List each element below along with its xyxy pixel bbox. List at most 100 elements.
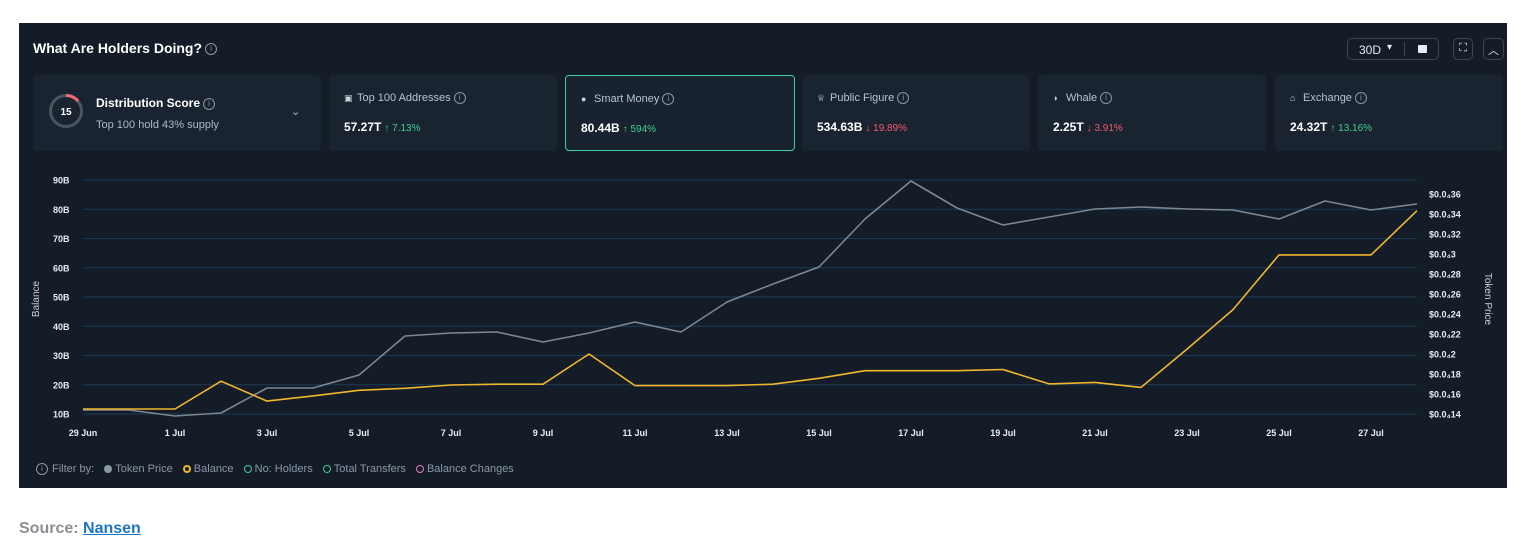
x-tick-label: 5 Jul [349, 428, 370, 438]
y-tick-label: 60B [53, 263, 70, 273]
info-icon[interactable]: i [662, 93, 675, 106]
legend-label: Balance Changes [426, 463, 514, 475]
chevron-down-icon[interactable]: ⌄ [291, 106, 301, 118]
source-link[interactable]: Nansen [83, 520, 141, 537]
card-value: 2.25T ↓ 3.91% [1053, 120, 1123, 134]
change-badge: ↓ 19.89% [865, 123, 908, 134]
period-label: 30D [1359, 43, 1382, 57]
calendar-icon[interactable] [1418, 45, 1427, 53]
y2-axis-title: Token Price [1482, 273, 1493, 326]
card-value: 534.63B ↓ 19.89% [817, 120, 907, 134]
legend-item-token-price[interactable]: Token Price [104, 463, 173, 475]
y-tick-label: 10B [53, 410, 70, 420]
bank-icon: ⌂ [1290, 93, 1296, 103]
y2-tick-label: $0.0₄32 [1429, 230, 1461, 240]
card-exchange[interactable]: ⌂ Exchange i 24.32T ↑ 13.16% [1275, 75, 1503, 151]
y2-tick-label: $0.0₄34 [1429, 210, 1461, 220]
card-label: ♕ Public Figure i [817, 92, 910, 105]
y2-tick-label: $0.0₄2 [1429, 350, 1456, 360]
card-smart-money[interactable]: ● Smart Money i 80.44B ↑ 594% [565, 75, 795, 151]
legend-dot [243, 465, 252, 473]
legend: i Filter by: Token Price Balance No: Hold… [36, 463, 521, 476]
x-tick-label: 17 Jul [898, 428, 924, 438]
legend-label: Token Price [115, 463, 173, 475]
whale-icon: ◗ [1053, 93, 1059, 103]
panel-title: What Are Holders Doing? i [33, 40, 218, 56]
legend-dot [182, 465, 191, 473]
panel-title-text: What Are Holders Doing? [33, 40, 203, 56]
card-label: ▣ Top 100 Addresses i [344, 92, 466, 105]
y-tick-label: 50B [53, 293, 70, 303]
source-label: Source: [19, 520, 79, 537]
card-label-text: Whale [1066, 92, 1098, 104]
change-badge: ↑ 13.16% [1330, 123, 1373, 134]
distribution-score-card[interactable]: 15 Distribution Score i Top 100 hold 43% … [33, 75, 321, 151]
score-value: 15 [60, 107, 72, 118]
card-top-100-addresses[interactable]: ▣ Top 100 Addresses i 57.27T ↑ 7.13% [329, 75, 557, 151]
card-value-text: 80.44B [581, 121, 620, 135]
y2-tick-label: $0.0₄16 [1429, 390, 1461, 400]
legend-dot [415, 465, 424, 473]
source-line: Source: Nansen [19, 520, 141, 538]
info-icon[interactable]: i [205, 43, 218, 56]
y2-tick-label: $0.0₄24 [1429, 310, 1461, 320]
fullscreen-button[interactable]: ⛶ [1453, 38, 1473, 60]
legend-item-holders[interactable]: No: Holders [243, 463, 313, 475]
change-badge: ↑ 7.13% [384, 123, 421, 134]
y2-tick-label: $0.0₄14 [1429, 410, 1461, 420]
card-public-figure[interactable]: ♕ Public Figure i 534.63B ↓ 19.89% [802, 75, 1030, 151]
change-badge: ↓ 3.91% [1086, 123, 1123, 134]
info-icon[interactable]: i [203, 97, 216, 110]
info-icon[interactable]: i [1100, 92, 1113, 105]
card-label: ⌂ Exchange i [1290, 92, 1367, 105]
brain-icon: ● [581, 94, 587, 104]
x-tick-label: 29 Jun [69, 428, 98, 438]
trophy-icon: ♕ [817, 93, 826, 103]
card-whale[interactable]: ◗ Whale i 2.25T ↓ 3.91% [1038, 75, 1266, 151]
legend-item-balance-changes[interactable]: Balance Changes [415, 463, 514, 475]
card-label-text: Exchange [1303, 92, 1352, 104]
x-tick-label: 1 Jul [165, 428, 186, 438]
legend-label: No: Holders [254, 463, 313, 475]
info-icon: i [36, 463, 48, 476]
chevron-down-icon: ▾ [1387, 42, 1393, 53]
card-label: ◗ Whale i [1053, 92, 1113, 105]
period-selector[interactable]: 30D ▾ [1347, 38, 1439, 60]
x-tick-label: 9 Jul [533, 428, 554, 438]
card-value: 80.44B ↑ 594% [581, 121, 656, 135]
x-tick-label: 23 Jul [1174, 428, 1200, 438]
info-icon[interactable]: i [1354, 92, 1367, 105]
x-tick-label: 19 Jul [990, 428, 1016, 438]
y-tick-label: 80B [53, 205, 70, 215]
y-tick-label: 20B [53, 380, 70, 390]
legend-prefix: i Filter by: [36, 463, 95, 476]
x-tick-label: 11 Jul [622, 428, 647, 438]
chevron-up-icon: ︿ [1488, 45, 1499, 57]
card-label-text: Top 100 Addresses [357, 92, 451, 104]
card-label-text: Smart Money [594, 93, 660, 105]
y2-tick-label: $0.0₄18 [1429, 370, 1461, 380]
distribution-title: Distribution Score i [96, 96, 216, 110]
card-value-text: 534.63B [817, 120, 863, 134]
legend-item-total-transfers[interactable]: Total Transfers [322, 463, 406, 475]
legend-prefix-text: Filter by: [52, 463, 95, 475]
x-tick-label: 15 Jul [806, 428, 832, 438]
card-label-text: Public Figure [830, 92, 895, 104]
distribution-title-text: Distribution Score [96, 96, 201, 110]
holders-panel: What Are Holders Doing? i 30D ▾ ⛶ ︿ 15 Di… [19, 23, 1507, 488]
info-icon[interactable]: i [453, 92, 466, 105]
score-gauge: 15 [49, 93, 83, 128]
x-tick-label: 25 Jul [1266, 428, 1292, 438]
legend-item-balance[interactable]: Balance [182, 463, 234, 475]
legend-dot [104, 465, 113, 473]
info-icon[interactable]: i [897, 92, 910, 105]
y-tick-label: 90B [53, 176, 70, 186]
card-value-text: 2.25T [1053, 120, 1084, 134]
divider [1404, 42, 1405, 56]
x-tick-label: 21 Jul [1082, 428, 1108, 438]
holders-chart: 10B 20B 30B 40B 50B 60B 70B 80B 90B $0.0₄14 $0.0₄1… [31, 176, 1493, 439]
y-tick-label: 70B [53, 234, 70, 244]
collapse-button[interactable]: ︿ [1483, 38, 1504, 60]
y2-tick-label: $0.0₄22 [1429, 330, 1461, 340]
legend-label: Total Transfers [333, 463, 406, 475]
